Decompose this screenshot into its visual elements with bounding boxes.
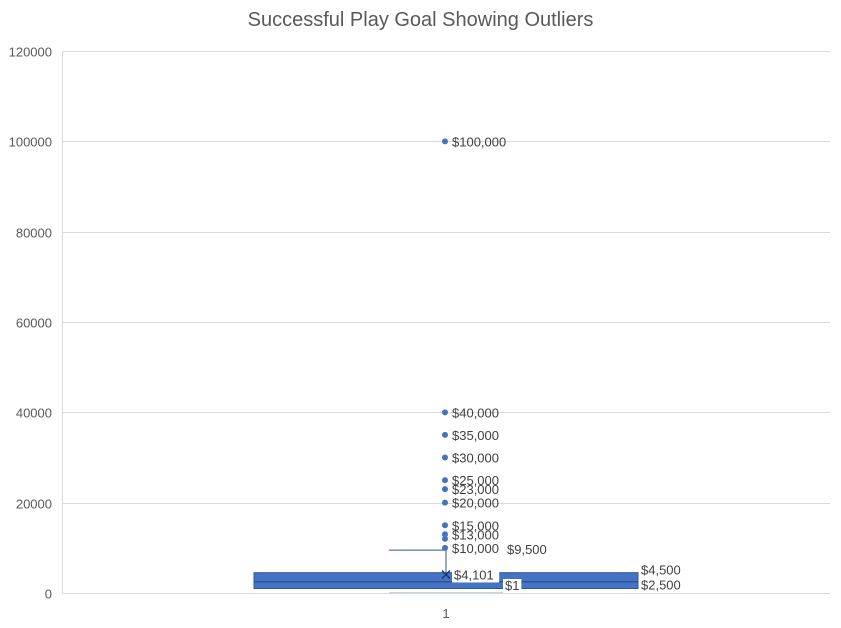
outlier-point: [442, 522, 448, 529]
y-tick-label: 60000: [16, 316, 52, 331]
y-tick-label: 120000: [9, 45, 52, 60]
q3-label-bg: [639, 563, 687, 578]
mean-marker: [441, 569, 451, 580]
y-tick-label: 20000: [16, 497, 52, 512]
y-tick-label: 0: [45, 587, 52, 602]
outlier-point: [442, 454, 448, 461]
median-label-group: $2,500: [639, 578, 687, 593]
mean-label-bg: [452, 568, 500, 583]
x-tick-label: 1: [442, 606, 449, 621]
outlier-label: $10,000: [452, 541, 499, 556]
gridlines: [62, 51, 830, 594]
y-tick-label: 100000: [9, 135, 52, 150]
outlier-point: [442, 409, 448, 416]
chart-title: Successful Play Goal Showing Outliers: [247, 9, 594, 31]
outlier-label: $30,000: [452, 451, 499, 466]
box-group: [253, 549, 639, 593]
outlier-point: [442, 486, 448, 493]
min-label-bg: [503, 578, 522, 593]
outlier-label: $35,000: [452, 428, 499, 443]
outlier-point: [442, 531, 448, 538]
max-label-bg: [505, 543, 553, 558]
min-label-group: $1: [503, 578, 522, 593]
outlier-label: $23,000: [452, 482, 499, 497]
outlier-point: [442, 499, 448, 506]
outlier-label: $100,000: [452, 134, 506, 149]
outlier-label: $13,000: [452, 527, 499, 542]
box-iqr: [253, 572, 639, 589]
outlier-point: [442, 477, 448, 484]
mean-label-group: $4,101: [452, 567, 500, 583]
outlier-label: $20,000: [452, 496, 499, 511]
median-label: $2,500: [641, 578, 681, 593]
max-label: $9,500: [507, 542, 547, 557]
data-labels: $10,000$13,000$15,000 $20,000$23,000$25,0…: [452, 134, 687, 593]
q3-label-group: $4,500: [639, 563, 687, 578]
y-tick-label: 40000: [16, 406, 52, 421]
outlier-label: $40,000: [452, 405, 499, 420]
median-label-bg: [639, 578, 687, 593]
outlier-point: [442, 138, 448, 145]
y-axis-tick-labels: 0 20000 40000 60000 80000 100000 120000: [9, 45, 52, 602]
mean-label: $4,101: [454, 567, 494, 582]
outlier-label: $15,000: [452, 518, 499, 533]
q3-label: $4,500: [641, 563, 681, 578]
y-tick-label: 80000: [16, 226, 52, 241]
min-label: $1: [505, 578, 519, 593]
outlier-points: [442, 138, 448, 551]
outlier-point: [442, 431, 448, 438]
outlier-label: $25,000: [452, 473, 499, 488]
x-axis-tick-labels: 1: [442, 606, 449, 621]
max-label-group: $9,500: [505, 542, 553, 558]
outlier-point: [442, 535, 448, 542]
outlier-point: [442, 544, 448, 551]
